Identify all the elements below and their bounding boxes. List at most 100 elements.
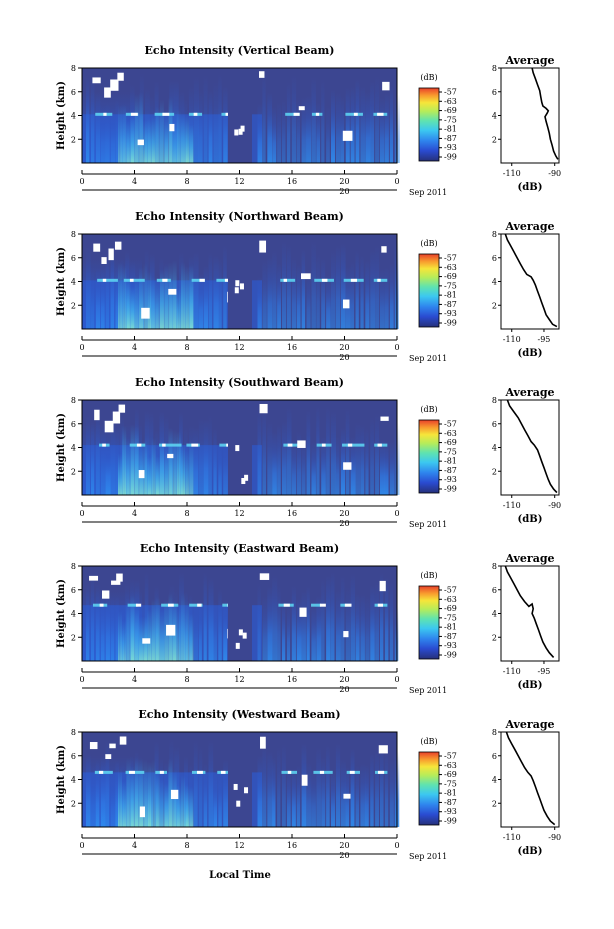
heatmap-gap: [197, 770, 203, 774]
x-tick-label: 0: [394, 177, 399, 186]
heatmap-gap: [240, 125, 245, 132]
heatmap-gap: [319, 770, 325, 774]
heatmap-gap: [193, 112, 198, 116]
heatmap-strong-echo: [155, 281, 160, 329]
heatmap-column: [208, 740, 214, 827]
heatmap-gap: [99, 770, 104, 774]
heatmap-gap: [89, 742, 98, 750]
heatmap-strong-echo: [147, 271, 152, 329]
average-title: Average: [504, 718, 554, 731]
heatmap-column: [365, 596, 370, 661]
colorbar-tick-label: -93: [444, 641, 457, 650]
heatmap-gap: [104, 420, 114, 433]
heatmap-layer: [191, 278, 205, 282]
heatmap-gap: [344, 603, 352, 607]
heatmap-gap: [244, 787, 249, 794]
heatmap-gap: [162, 443, 166, 447]
heatmap-strong-echo: [122, 265, 127, 329]
heatmap-strong-echo: [126, 757, 131, 827]
heatmap-column: [355, 250, 359, 329]
heatmap-column: [198, 745, 203, 827]
heatmap-layer: [217, 770, 239, 774]
heatmap-gap: [139, 806, 145, 818]
heatmap-gap: [235, 642, 240, 649]
y-tick-label: 8: [71, 728, 76, 737]
y-tick-label: 6: [71, 752, 76, 761]
date-label: Sep 2011: [409, 354, 447, 363]
heatmap-strong-echo: [181, 592, 185, 661]
colorbar-tick-label: -99: [444, 651, 457, 660]
colorbar-tick-label: -99: [444, 153, 457, 162]
heatmap-column: [370, 81, 375, 163]
heatmap-gap: [102, 590, 110, 599]
heatmap-gap: [297, 440, 306, 448]
x-tick-label: 0: [394, 509, 399, 518]
x-tick-label: 8: [184, 509, 189, 518]
heatmap-strong-echo: [118, 769, 122, 827]
heatmap-column: [335, 92, 341, 163]
colorbar-tick-label: -69: [444, 770, 457, 779]
heatmap-clear-gap: [228, 752, 252, 827]
beam-panel: Echo Intensity (Westward Beam) 2 4 6 8 Height…: [56, 708, 561, 861]
heatmap-gap: [102, 278, 107, 282]
heatmap-clear-gap: [228, 586, 252, 661]
heatmap-gap: [110, 79, 119, 91]
heatmap-column: [213, 255, 219, 329]
heatmap-column: [120, 414, 124, 495]
heatmap-column: [110, 420, 116, 495]
heatmap-strong-echo: [122, 780, 127, 827]
y-axis-label: Height (km): [56, 247, 67, 316]
heatmap-column: [326, 744, 330, 827]
average-y-tick-label: 6: [492, 420, 497, 429]
average-y-tick-label: 2: [492, 799, 497, 808]
average-frame: [500, 399, 560, 496]
x-tick-label: 20: [339, 343, 349, 352]
heatmap-column: [100, 106, 106, 163]
colorbar: [418, 253, 440, 328]
heatmap-strong-echo: [185, 600, 190, 661]
heatmap-strong-echo: [143, 120, 148, 163]
colorbar-tick-label: -57: [444, 254, 457, 263]
colorbar-tick-label: -63: [444, 761, 457, 770]
heatmap-gap: [321, 278, 328, 282]
heatmap-column: [380, 97, 385, 163]
x-tick-label: 20: [339, 177, 349, 186]
date-label: Sep 2011: [409, 188, 447, 197]
heatmap-column: [144, 88, 150, 163]
heatmap-strong-echo: [176, 431, 181, 495]
colorbar-unit: (dB): [420, 73, 437, 82]
day-label: 20: [339, 685, 349, 694]
heatmap-column: [90, 765, 97, 827]
heatmap-layer: [97, 278, 118, 282]
heatmap-column: [179, 411, 183, 495]
average-x-tick-label: -95: [538, 335, 551, 344]
heatmap-column: [355, 422, 361, 495]
heatmap-gap: [92, 77, 101, 84]
heatmap-strong-echo: [130, 595, 135, 661]
x-tick-label: 8: [184, 675, 189, 684]
heatmap-strong-echo: [134, 608, 139, 661]
heatmap-column: [257, 103, 263, 163]
heatmap-column: [262, 73, 266, 163]
heatmap-strong-echo: [118, 611, 122, 661]
heatmap-strong-echo: [122, 620, 127, 661]
x-tick-label: 12: [234, 509, 244, 518]
heatmap-column: [291, 440, 297, 495]
heatmap-strong-echo: [181, 113, 185, 163]
heatmap-gap: [353, 112, 358, 116]
heatmap-column: [198, 600, 202, 661]
heatmap-column: [345, 87, 350, 163]
heatmap-strong-echo: [147, 456, 152, 495]
average-y-tick-label: 4: [492, 112, 497, 121]
heatmap-gap: [381, 246, 387, 253]
heatmap-column: [193, 427, 199, 495]
heatmap-column: [296, 765, 301, 827]
average-x-label: (dB): [518, 514, 543, 525]
x-tick-label: 4: [132, 177, 137, 186]
heatmap-gap: [191, 443, 199, 447]
y-tick-label: 8: [71, 64, 76, 73]
heatmap-gap: [242, 632, 247, 639]
heatmap-gap: [138, 470, 145, 479]
heatmap-gap: [167, 603, 174, 607]
heatmap-gap: [378, 745, 388, 754]
